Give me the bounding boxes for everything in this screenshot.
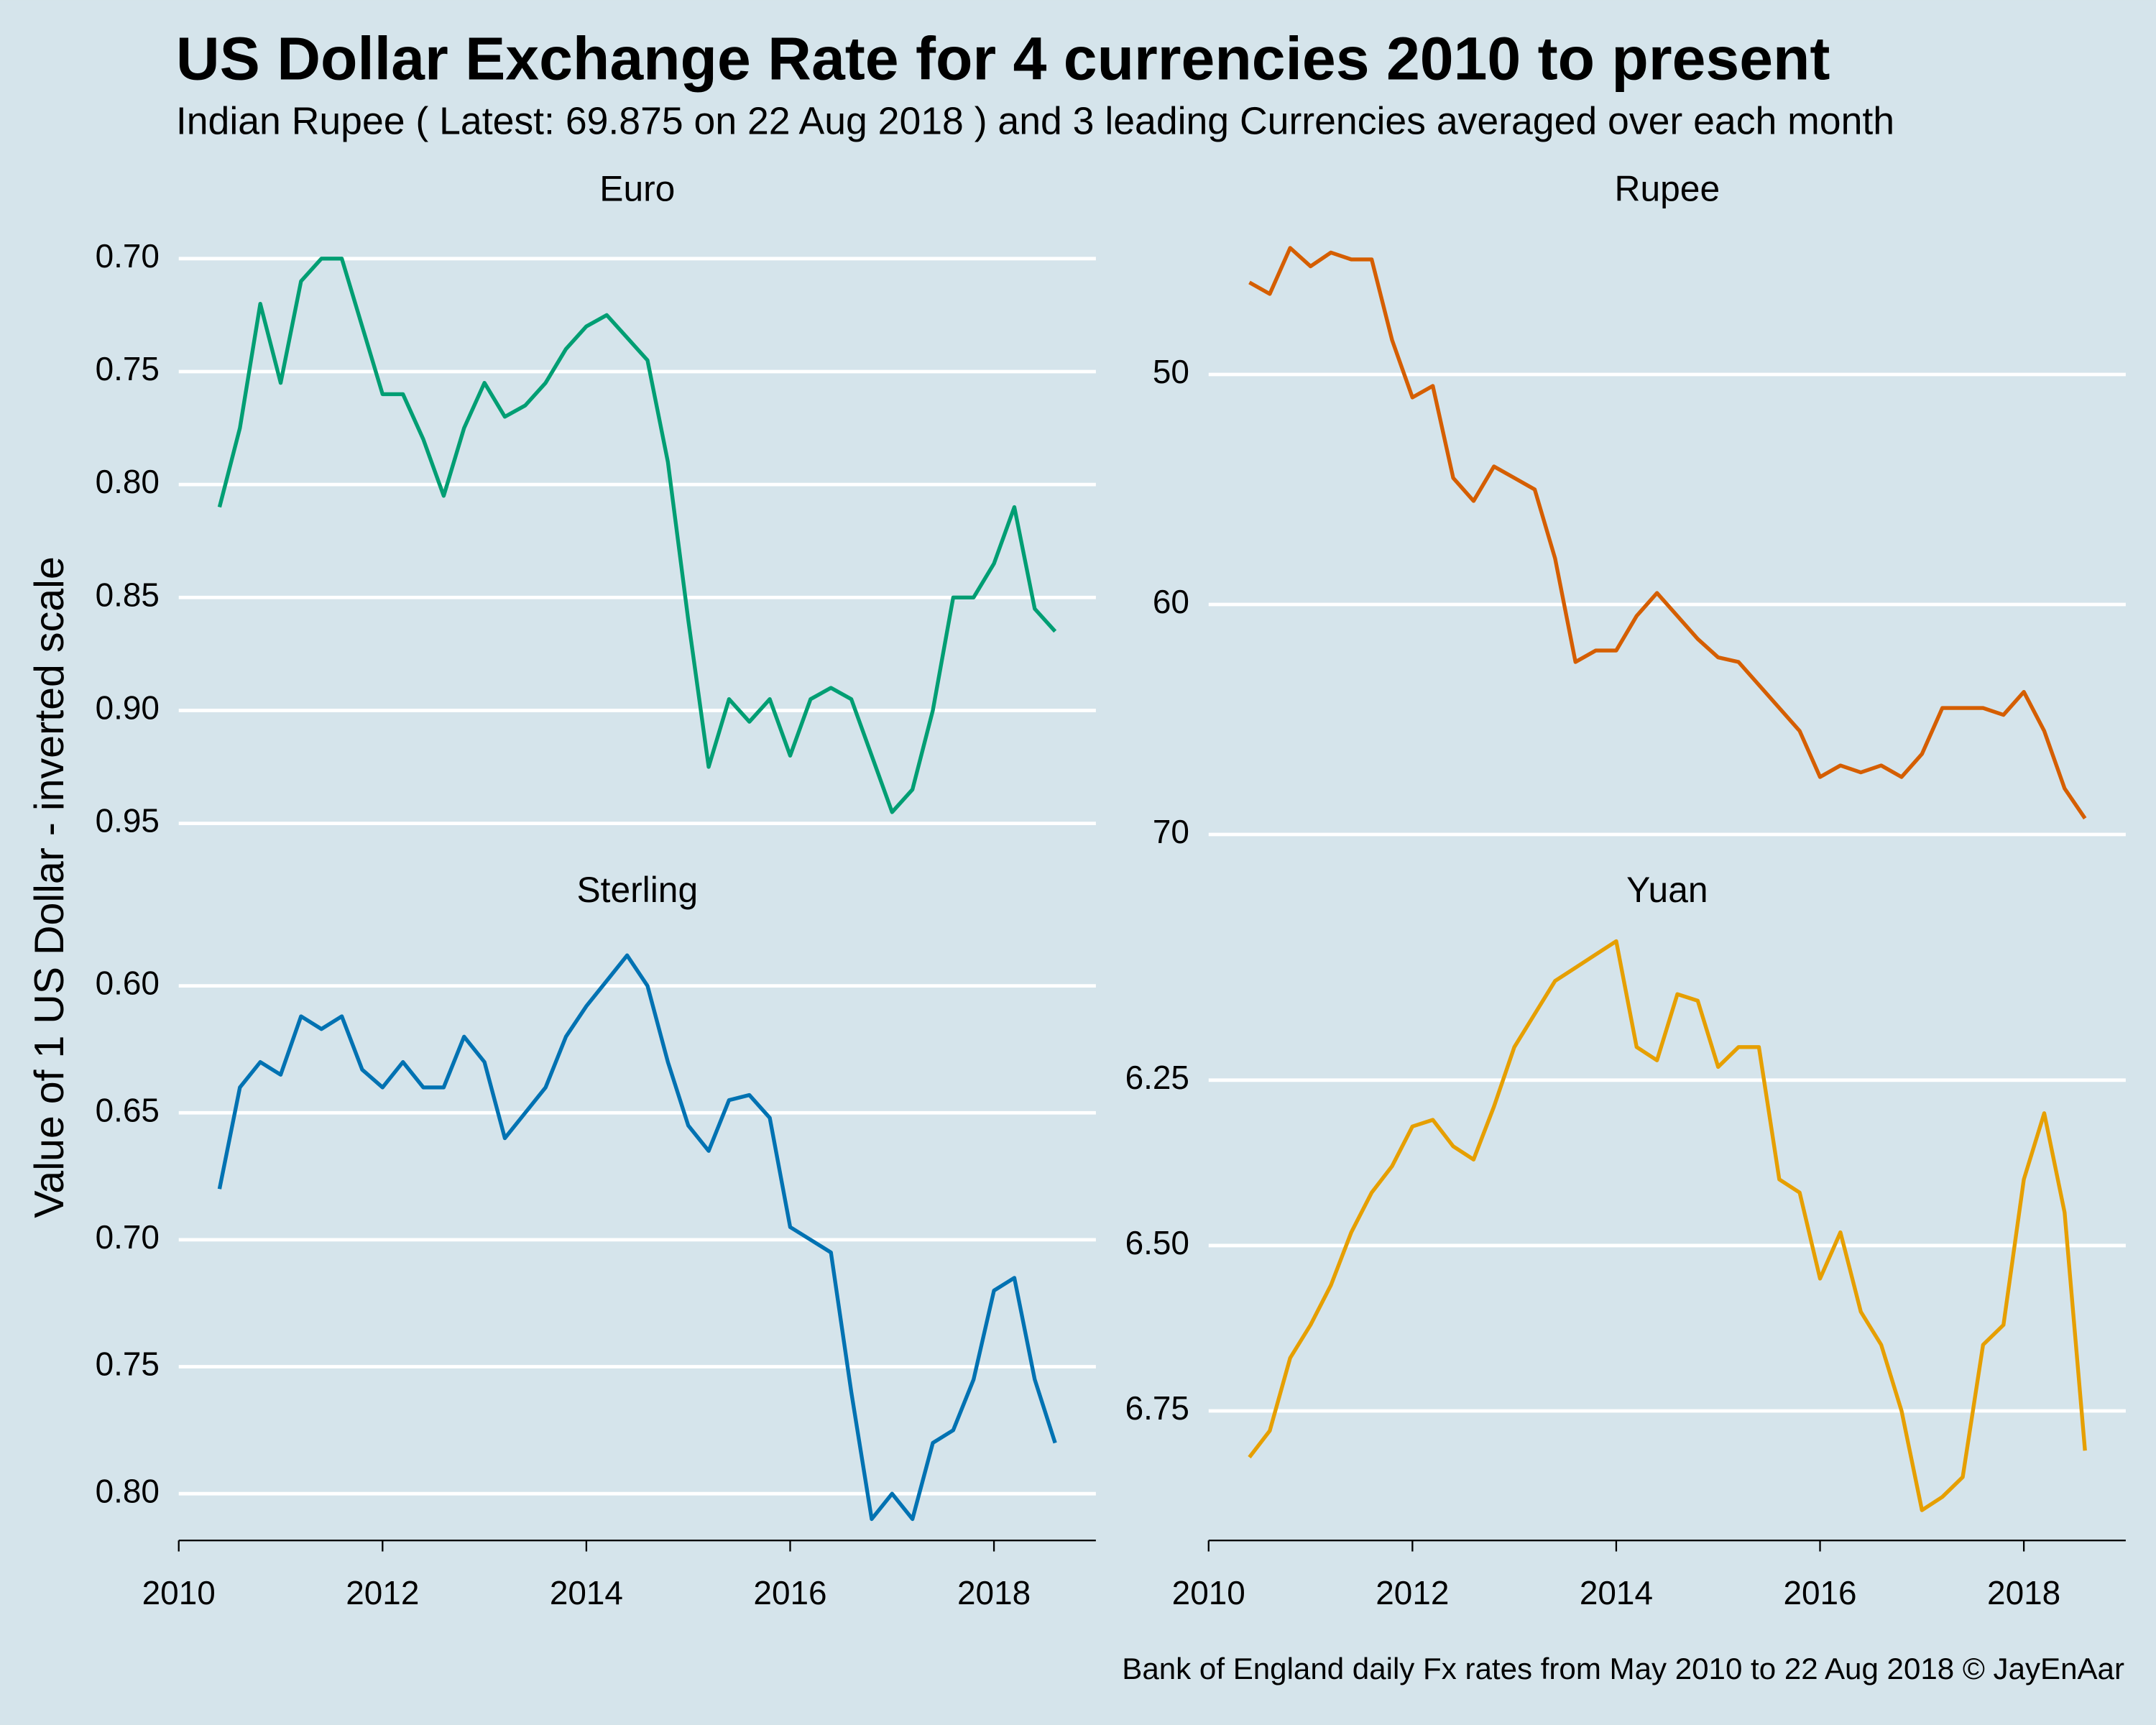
x-tick-label: 2012 — [1376, 1574, 1449, 1611]
y-tick-label: 0.65 — [96, 1091, 160, 1128]
x-tick-label: 2016 — [753, 1574, 826, 1611]
series-line — [1248, 246, 2087, 820]
x-tick-label: 2010 — [1172, 1574, 1245, 1611]
y-tick-label: 60 — [1153, 583, 1189, 620]
facet-title: Euro — [599, 168, 675, 208]
chart-subtitle: Indian Rupee ( Latest: 69.875 on 22 Aug … — [176, 101, 1894, 143]
y-tick-label: 0.80 — [96, 1472, 160, 1509]
y-tick-label: 70 — [1153, 813, 1189, 850]
y-tick-label: 0.70 — [96, 1218, 160, 1256]
facet-title: Rupee — [1615, 168, 1720, 208]
y-axis-label: Value of 1 US Dollar - inverted scale — [27, 556, 73, 1218]
y-tick-label: 6.75 — [1125, 1389, 1189, 1427]
y-tick-label: 0.80 — [96, 463, 160, 500]
y-tick-label: 6.25 — [1125, 1059, 1189, 1096]
x-tick-label: 2018 — [1987, 1574, 2060, 1611]
y-tick-label: 0.85 — [96, 576, 160, 613]
y-tick-label: 0.95 — [96, 802, 160, 840]
y-tick-label: 0.75 — [96, 350, 160, 387]
series-line — [1248, 939, 2087, 1512]
caption: Bank of England daily Fx rates from May … — [1122, 1652, 2124, 1685]
x-tick-label: 2012 — [346, 1574, 419, 1611]
x-tick-label: 2018 — [957, 1574, 1031, 1611]
x-tick-label: 2016 — [1783, 1574, 1856, 1611]
y-tick-label: 0.75 — [96, 1346, 160, 1383]
series-line — [217, 953, 1057, 1522]
y-tick-label: 0.60 — [96, 965, 160, 1002]
x-tick-label: 2010 — [142, 1574, 216, 1611]
y-tick-label: 6.50 — [1125, 1224, 1189, 1261]
y-tick-label: 0.70 — [96, 237, 160, 275]
facet-title: Sterling — [576, 870, 698, 910]
y-tick-label: 0.90 — [96, 689, 160, 727]
x-tick-label: 2014 — [1580, 1574, 1653, 1611]
x-tick-label: 2014 — [550, 1574, 623, 1611]
facet-title: Yuan — [1626, 870, 1708, 910]
chart-title: US Dollar Exchange Rate for 4 currencies… — [176, 25, 1830, 93]
series-line — [217, 257, 1057, 814]
y-tick-label: 50 — [1153, 353, 1189, 390]
